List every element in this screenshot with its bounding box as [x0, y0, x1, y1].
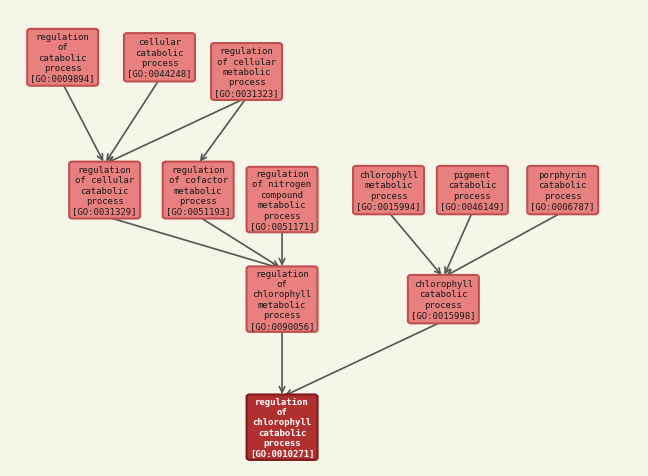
FancyBboxPatch shape	[247, 267, 318, 332]
FancyBboxPatch shape	[69, 162, 140, 219]
Text: regulation
of cellular
catabolic
process
[GO:0031329]: regulation of cellular catabolic process…	[73, 166, 137, 216]
Text: chlorophyll
catabolic
process
[GO:0015998]: chlorophyll catabolic process [GO:001599…	[411, 279, 476, 319]
Text: regulation
of
catabolic
process
[GO:0009894]: regulation of catabolic process [GO:0009…	[30, 33, 95, 83]
FancyBboxPatch shape	[247, 168, 318, 233]
FancyBboxPatch shape	[408, 276, 479, 324]
FancyBboxPatch shape	[437, 167, 508, 215]
Text: regulation
of nitrogen
compound
metabolic
process
[GO:0051171]: regulation of nitrogen compound metaboli…	[250, 170, 314, 230]
Text: porphyrin
catabolic
process
[GO:0006787]: porphyrin catabolic process [GO:0006787]	[531, 170, 595, 211]
Text: chlorophyll
metabolic
process
[GO:0015994]: chlorophyll metabolic process [GO:001599…	[356, 170, 421, 211]
FancyBboxPatch shape	[247, 395, 318, 460]
FancyBboxPatch shape	[527, 167, 598, 215]
FancyBboxPatch shape	[27, 30, 98, 87]
Text: pigment
catabolic
process
[GO:0046149]: pigment catabolic process [GO:0046149]	[440, 170, 505, 211]
FancyBboxPatch shape	[124, 34, 195, 82]
FancyBboxPatch shape	[163, 162, 234, 219]
Text: regulation
of cofactor
metabolic
process
[GO:0051193]: regulation of cofactor metabolic process…	[166, 166, 231, 216]
FancyBboxPatch shape	[211, 44, 282, 101]
FancyBboxPatch shape	[353, 167, 424, 215]
Text: cellular
catabolic
process
[GO:0044248]: cellular catabolic process [GO:0044248]	[127, 38, 192, 78]
Text: regulation
of
chlorophyll
metabolic
process
[GO:0090056]: regulation of chlorophyll metabolic proc…	[250, 269, 314, 330]
Text: regulation
of
chlorophyll
catabolic
process
[GO:0010271]: regulation of chlorophyll catabolic proc…	[250, 397, 314, 458]
Text: regulation
of cellular
metabolic
process
[GO:0031323]: regulation of cellular metabolic process…	[214, 47, 279, 98]
